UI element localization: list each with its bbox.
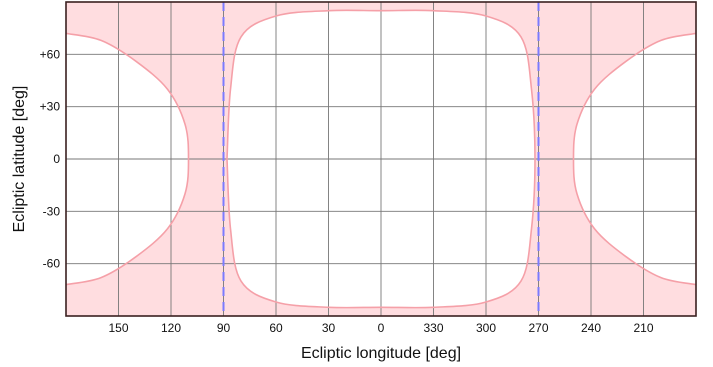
x-tick-label: 120 [161,321,181,335]
x-tick-label: 240 [581,321,601,335]
x-axis-title: Ecliptic longitude [deg] [301,345,461,362]
x-tick-label: 270 [528,321,548,335]
boundary-curve-center [226,9,536,309]
y-tick-label: +60 [40,47,61,61]
y-tick-labels: +60 +30 0 -30 -60 [40,47,61,270]
x-tick-label: 300 [476,321,496,335]
x-tick-label: 90 [217,321,231,335]
x-tick-label: 60 [269,321,283,335]
x-tick-label: 150 [108,321,128,335]
boundary-curve-left [65,32,190,286]
x-tick-label: 0 [378,321,385,335]
plot-area [65,1,697,317]
y-axis-title: Ecliptic latitude [deg] [11,86,28,233]
x-tick-label: 30 [322,321,336,335]
boundary-curve-right [572,32,697,286]
y-tick-label: 0 [53,152,60,166]
y-tick-label: -60 [43,257,61,271]
x-tick-labels: 150 120 90 60 30 0 330 300 270 240 210 [108,321,653,335]
y-tick-label: +30 [40,100,61,114]
plot-frame [65,1,697,317]
x-tick-label: 330 [423,321,443,335]
y-tick-label: -30 [43,204,61,218]
x-tick-label: 210 [633,321,653,335]
vertical-marker-lines [222,2,540,316]
